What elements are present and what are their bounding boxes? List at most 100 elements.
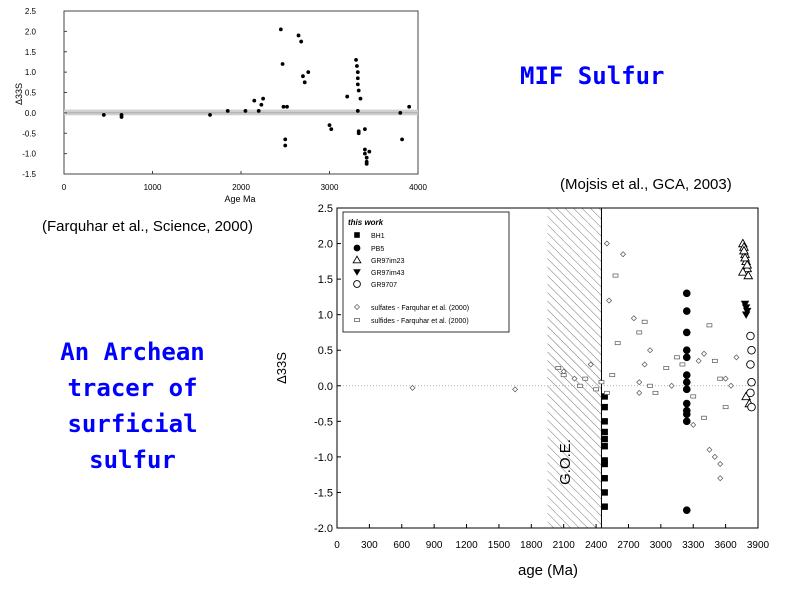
- data-point: [614, 341, 621, 346]
- data-point: [601, 428, 608, 436]
- data-point: [682, 399, 691, 408]
- data-point: [355, 76, 360, 81]
- x-tick-label: 0: [334, 540, 340, 551]
- x-tick-label: 300: [361, 540, 378, 551]
- data-point: [252, 98, 257, 103]
- legend-marker: [354, 304, 360, 310]
- data-point: [746, 388, 755, 398]
- x-tick-label: 4000: [409, 183, 427, 192]
- data-point: [601, 403, 608, 411]
- data-point: [345, 94, 350, 99]
- data-point: [728, 382, 735, 389]
- farquhar-y-axis-label: Δ33S: [14, 83, 24, 105]
- data-point: [302, 80, 307, 85]
- data-point: [737, 266, 748, 276]
- y-tick-label: 2.0: [25, 27, 37, 36]
- y-tick-label: 2.5: [318, 203, 333, 215]
- data-point: [409, 384, 416, 391]
- x-tick-label: 3300: [682, 540, 705, 551]
- y-tick-label: 1.5: [25, 48, 37, 57]
- data-point: [601, 443, 608, 450]
- data-point: [367, 149, 372, 154]
- tracer-line-3: surficial sulfur: [67, 410, 198, 474]
- data-point: [668, 382, 675, 389]
- zero-band: [64, 109, 418, 116]
- farquhar-citation: (Farquhar et al., Science, 2000): [42, 218, 253, 235]
- data-point: [208, 113, 212, 117]
- data-point: [706, 323, 713, 328]
- data-point: [647, 383, 653, 388]
- data-point: [682, 307, 691, 315]
- data-point: [593, 387, 599, 392]
- data-point: [682, 506, 691, 515]
- data-point: [746, 360, 755, 369]
- x-tick-label: 2400: [585, 540, 608, 551]
- tracer-caption: An Archean tracer of surficial sulfur: [20, 334, 245, 478]
- data-point: [604, 390, 610, 395]
- data-point: [612, 273, 619, 278]
- data-point: [601, 435, 608, 443]
- data-point: [747, 402, 756, 412]
- data-point: [641, 361, 648, 368]
- data-point: [598, 380, 605, 385]
- data-point: [682, 378, 691, 387]
- data-point: [398, 110, 403, 115]
- data-point: [682, 371, 691, 379]
- data-point: [119, 115, 124, 119]
- data-point: [682, 410, 691, 419]
- y-tick-label: -1.5: [314, 487, 333, 499]
- data-point: [358, 96, 363, 101]
- y-tick-label: 2.0: [318, 239, 333, 251]
- legend-entry-label: GR97im23: [371, 258, 405, 265]
- x-tick-label: 2700: [617, 540, 640, 551]
- data-point: [296, 33, 301, 38]
- x-tick-label: 1500: [488, 540, 511, 551]
- data-point: [354, 58, 358, 62]
- data-point: [722, 405, 729, 410]
- data-point: [259, 102, 264, 107]
- y-tick-label: 0.5: [25, 89, 37, 98]
- data-point: [695, 357, 702, 364]
- data-point: [701, 415, 707, 420]
- data-point: [582, 376, 589, 381]
- data-point: [742, 259, 753, 269]
- data-point: [682, 353, 691, 362]
- x-tick-label: 1200: [455, 540, 478, 551]
- mojsis-x-axis-label: age (Ma): [518, 562, 578, 579]
- slide-title: MIF Sulfur: [520, 62, 665, 90]
- y-tick-label: 0.5: [318, 345, 333, 357]
- data-point: [706, 446, 713, 453]
- data-point: [400, 137, 404, 142]
- legend-entry-label: GR9707: [371, 282, 397, 289]
- data-point: [711, 453, 718, 460]
- data-point: [601, 460, 608, 468]
- farquhar-x-axis-label: Age Ma: [224, 194, 255, 204]
- data-point: [636, 389, 643, 396]
- data-point: [327, 123, 332, 127]
- data-point: [601, 457, 608, 464]
- data-point: [256, 108, 261, 113]
- data-point: [674, 355, 680, 360]
- data-point: [571, 375, 578, 382]
- legend-box: [342, 211, 510, 333]
- data-point: [717, 376, 724, 381]
- data-point: [738, 245, 749, 255]
- data-point: [682, 346, 691, 355]
- x-tick-label: 900: [426, 540, 443, 551]
- data-point: [329, 127, 334, 132]
- x-tick-label: 3600: [714, 540, 737, 551]
- data-point: [278, 27, 283, 32]
- legend-marker: [353, 269, 361, 276]
- data-point: [363, 127, 367, 132]
- x-tick-label: 3900: [747, 540, 770, 551]
- x-tick-label: 2100: [553, 540, 576, 551]
- data-point: [356, 131, 361, 136]
- data-point: [363, 147, 367, 152]
- data-point: [356, 88, 361, 93]
- data-point: [682, 385, 691, 394]
- x-tick-label: 600: [393, 540, 410, 551]
- data-point: [679, 362, 686, 367]
- legend-entry-label: sulfides - Farquhar et al. (2000): [371, 318, 469, 325]
- data-point: [407, 104, 412, 109]
